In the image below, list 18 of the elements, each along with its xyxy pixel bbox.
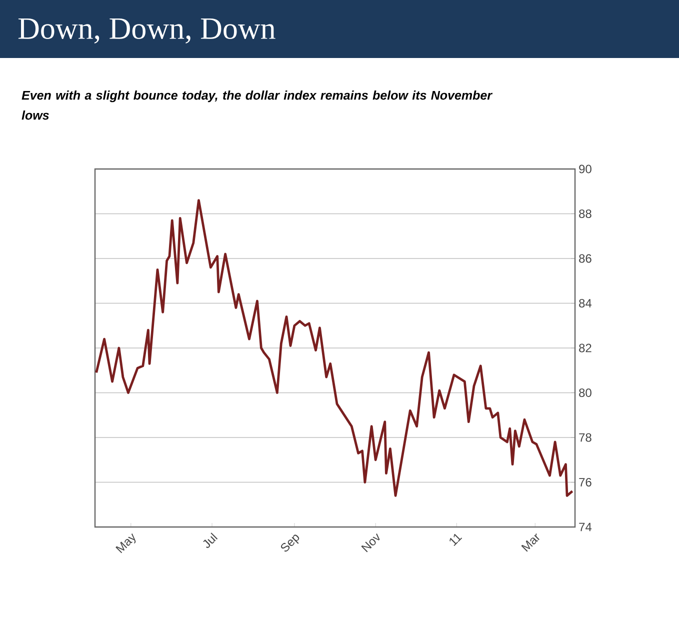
y-tick-label: 84: [579, 299, 592, 308]
chart-title: Down, Down, Down: [18, 18, 276, 44]
x-tick-label: Jul: [203, 532, 218, 548]
x-tick-label: Mar: [521, 533, 540, 552]
x-tick-label: Nov: [361, 533, 380, 552]
x-tick-label: May: [116, 533, 136, 554]
y-tick-label: 82: [579, 344, 592, 352]
y-tick-label: 80: [579, 388, 592, 397]
line-series: [95, 199, 574, 497]
y-tick-label: 88: [579, 210, 592, 218]
y-tick-label: 74: [579, 522, 592, 532]
y-tick-label: 78: [579, 433, 592, 442]
y-tick-label: 76: [579, 478, 592, 486]
y-tick-label: 86: [579, 254, 592, 263]
x-tick-label: 11: [450, 534, 462, 546]
y-tick-label: 90: [579, 164, 592, 174]
chart-subtitle: Even with a slight bounce today, the dollar index remains below its November lows: [22, 90, 493, 120]
x-tick-label: Sep: [280, 534, 300, 552]
